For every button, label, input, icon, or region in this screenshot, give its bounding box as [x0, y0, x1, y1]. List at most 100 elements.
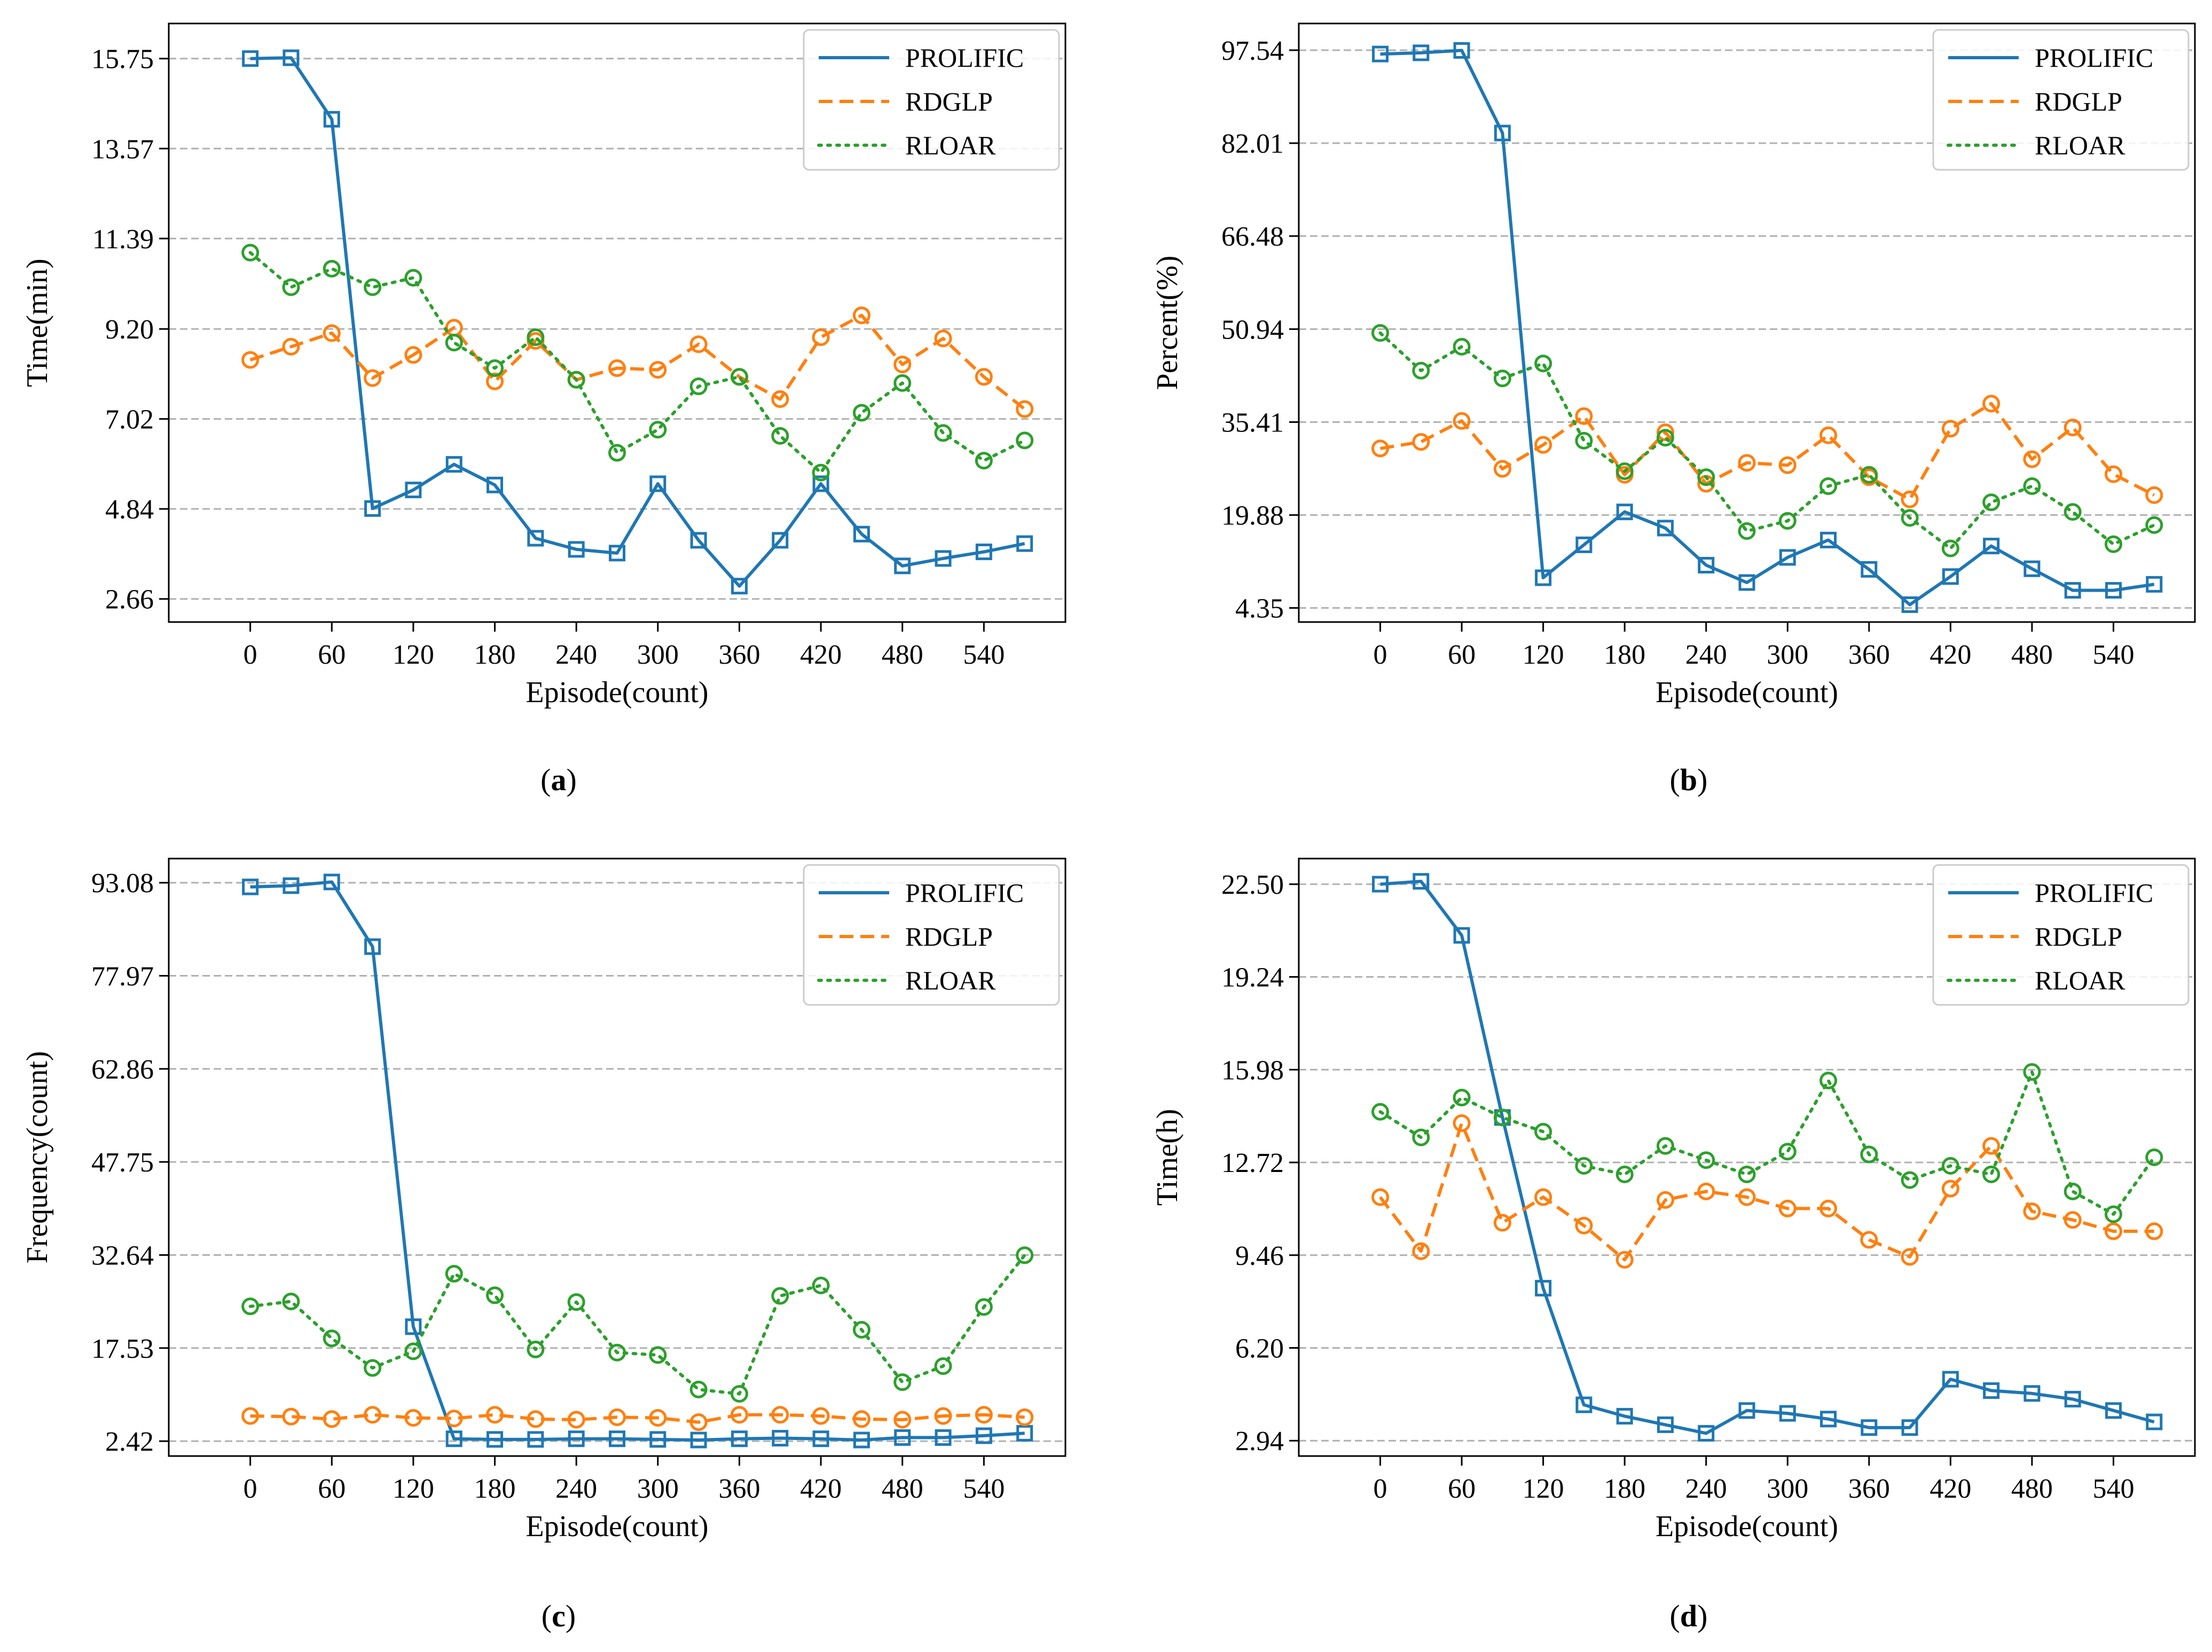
data-point	[1982, 1137, 2001, 1155]
data-point	[1982, 493, 2001, 512]
x-tick-label: 480	[882, 1474, 923, 1504]
data-point	[323, 874, 340, 891]
data-point	[812, 1430, 829, 1448]
data-point	[2023, 450, 2041, 468]
data-point	[323, 1410, 341, 1428]
chart-panel-c: 2.42 17.53 32.64 47.75 62.86 77.97 93.08 0 60 120…	[21, 858, 1066, 1633]
data-point	[404, 1409, 422, 1427]
series-line	[1379, 1121, 2154, 1262]
x-tick-label: 240	[555, 1474, 597, 1504]
data-point	[1778, 456, 1797, 474]
y-tick-label: 32.64	[91, 1240, 154, 1271]
data-point	[690, 532, 707, 549]
data-point	[282, 1407, 300, 1426]
series-rloar	[1371, 1063, 2163, 1223]
x-tick-label: 360	[718, 1474, 760, 1504]
data-point	[527, 1410, 545, 1428]
data-point	[242, 50, 259, 67]
x-tick-label: 240	[1685, 1474, 1727, 1504]
data-point	[894, 1429, 911, 1446]
y-tick-label: 50.94	[1221, 314, 1284, 345]
data-point	[1412, 433, 1430, 451]
legend-entry: RLOAR	[905, 965, 996, 995]
y-tick-label: 12.72	[1221, 1148, 1284, 1178]
data-point	[364, 369, 382, 387]
data-point	[364, 938, 381, 955]
data-point	[1534, 355, 1552, 373]
data-point	[894, 557, 911, 575]
data-point	[1371, 1188, 1390, 1206]
data-point	[1819, 1199, 1838, 1217]
chart-panel-b: 4.35 19.88 35.41 50.94 66.48 82.01 97.54 0 60 120…	[1151, 22, 2196, 797]
x-tick-label: 120	[393, 640, 434, 670]
data-point	[771, 390, 789, 408]
data-point	[893, 1373, 912, 1391]
data-point	[1493, 1214, 1511, 1232]
data-point	[1656, 1191, 1674, 1209]
y-tick-label: 2.94	[1235, 1426, 1284, 1457]
y-tick-label: 15.98	[1221, 1055, 1284, 1085]
data-point	[1860, 1145, 1878, 1163]
x-tick-label: 180	[474, 640, 516, 670]
data-point	[1738, 574, 1755, 591]
data-point	[1657, 1416, 1674, 1433]
data-point	[852, 404, 870, 422]
y-tick-label: 97.54	[1221, 36, 1284, 66]
data-point	[323, 1330, 341, 1348]
data-point	[1778, 512, 1797, 530]
data-point	[364, 1359, 382, 1377]
y-tick-label: 2.66	[105, 585, 154, 615]
data-point	[1942, 568, 1959, 585]
data-point	[649, 475, 666, 492]
data-point	[1413, 44, 1430, 61]
legend-entry: RDGLP	[2035, 86, 2122, 116]
data-point	[975, 452, 993, 470]
data-point	[1697, 468, 1715, 486]
y-tick-label: 93.08	[91, 868, 154, 899]
data-point	[1860, 1231, 1878, 1249]
data-point	[486, 1406, 504, 1424]
data-point	[241, 243, 260, 262]
data-point	[893, 1411, 912, 1429]
series-rloar	[1371, 324, 2163, 557]
x-axis-label: Episode(count)	[1656, 676, 1838, 709]
y-tick-label: 13.57	[91, 134, 154, 164]
data-point	[445, 456, 462, 473]
data-point	[1616, 504, 1633, 521]
data-point	[1820, 531, 1837, 548]
y-tick-label: 77.97	[91, 962, 154, 992]
series-prolific	[242, 874, 1033, 1449]
x-tick-label: 180	[474, 1474, 516, 1504]
data-point	[2146, 576, 2163, 593]
data-point	[487, 1431, 504, 1448]
data-point	[2064, 419, 2082, 437]
data-point	[405, 482, 422, 499]
data-point	[649, 361, 667, 379]
x-tick-label: 120	[1523, 1474, 1564, 1504]
data-point	[404, 269, 422, 287]
data-point	[2145, 1222, 2163, 1240]
data-point	[445, 334, 463, 352]
x-tick-label: 360	[1848, 640, 1890, 670]
data-point	[812, 475, 829, 492]
data-point	[649, 1409, 667, 1427]
legend: PROLIFIC RDGLP RLOAR	[803, 864, 1060, 1006]
y-tick-label: 17.53	[91, 1334, 154, 1364]
data-point	[1453, 927, 1470, 944]
y-tick-label: 47.75	[91, 1147, 154, 1178]
data-point	[1575, 431, 1593, 450]
data-point	[2064, 1211, 2082, 1229]
data-point	[364, 500, 381, 517]
plot-frame	[168, 22, 1066, 623]
series-prolific	[1372, 873, 2163, 1442]
data-point	[1615, 1165, 1634, 1183]
series-rdglp	[1371, 1114, 2163, 1269]
data-point	[608, 359, 626, 377]
data-point	[689, 377, 708, 396]
y-tick-label: 19.88	[1221, 501, 1284, 531]
y-axis-label: Percent(%)	[1151, 256, 1184, 390]
series-rdglp	[241, 306, 1034, 418]
data-point	[1412, 361, 1430, 380]
data-point	[852, 306, 870, 325]
data-point	[975, 1406, 993, 1424]
